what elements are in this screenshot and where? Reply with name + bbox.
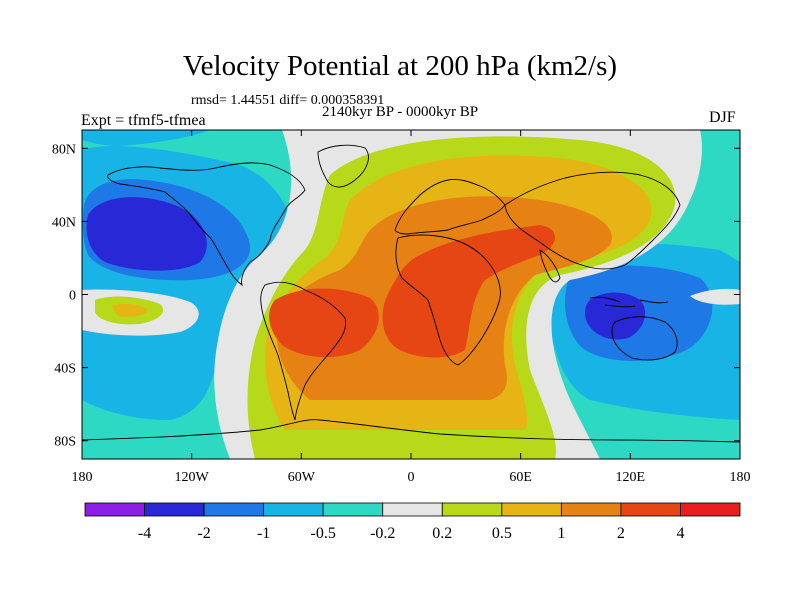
colorbar-swatch bbox=[441, 502, 503, 517]
colorbar-label: 0.2 bbox=[432, 525, 452, 542]
colorbar-label: 0.5 bbox=[492, 525, 512, 542]
colorbar-swatch bbox=[382, 502, 443, 517]
y-tick-label: 80S bbox=[54, 435, 76, 450]
contour-neg-maritime-core bbox=[585, 292, 646, 340]
y-tick-label: 0 bbox=[69, 289, 76, 304]
colorbar-label: 4 bbox=[676, 525, 684, 542]
colorbar-swatch bbox=[84, 502, 145, 517]
colorbar bbox=[84, 502, 741, 517]
coast-indonesia bbox=[589, 296, 669, 308]
axis-tick-labels: 180 120W 60W 0 60E 120E 180 80N 40N 0 40S 80S bbox=[52, 142, 751, 485]
colorbar-swatch bbox=[322, 502, 384, 517]
coast-africa bbox=[395, 234, 501, 366]
colorbar-swatch bbox=[560, 502, 622, 517]
colorbar-swatch bbox=[144, 502, 205, 517]
colorbar-labels: -4 -2 -1 -0.5 -0.2 0.2 0.5 1 2 4 bbox=[138, 525, 685, 542]
contour-neg-north-pacific-core bbox=[86, 197, 207, 271]
y-tick-label: 40S bbox=[54, 362, 76, 377]
colorbar-label: -0.2 bbox=[370, 525, 395, 542]
colorbar-label: 2 bbox=[617, 525, 625, 542]
coast-india bbox=[539, 249, 561, 283]
y-tick-label: 80N bbox=[52, 142, 76, 157]
x-tick-label: 180 bbox=[730, 470, 751, 485]
x-tick-label: 180 bbox=[72, 470, 93, 485]
colorbar-label: -2 bbox=[197, 525, 210, 542]
colorbar-swatch bbox=[501, 502, 562, 517]
coast-antarctica bbox=[82, 419, 740, 443]
colorbar-swatch bbox=[263, 502, 324, 517]
colorbar-swatch bbox=[620, 502, 681, 517]
colorbar-label: -4 bbox=[138, 525, 151, 542]
axis-ticks bbox=[81, 130, 741, 459]
stats-line: rmsd= 1.44551 diff= 0.000358391 bbox=[191, 93, 385, 108]
x-tick-label: 60W bbox=[288, 470, 316, 485]
coast-north-america bbox=[107, 162, 306, 287]
contour-field bbox=[82, 130, 740, 459]
season-label: DJF bbox=[709, 109, 736, 126]
experiment-label: Expt = tfmf5-tfmea bbox=[81, 112, 206, 129]
coast-greenland bbox=[317, 144, 369, 188]
colorbar-label: -0.5 bbox=[311, 525, 336, 542]
contour-neg-arctic-band bbox=[82, 130, 210, 146]
x-tick-label: 60E bbox=[509, 470, 532, 485]
x-tick-label: 0 bbox=[408, 470, 415, 485]
x-tick-label: 120W bbox=[175, 470, 210, 485]
contour-pos-core-south-america bbox=[269, 288, 379, 358]
colorbar-swatch bbox=[203, 502, 265, 517]
colorbar-swatch bbox=[680, 502, 741, 517]
x-tick-label: 120E bbox=[616, 470, 646, 485]
coast-asia bbox=[504, 171, 681, 270]
colorbar-label: -1 bbox=[257, 525, 270, 542]
y-tick-label: 40N bbox=[52, 215, 76, 230]
coastlines bbox=[82, 144, 740, 443]
coast-south-america bbox=[260, 281, 347, 421]
period-label: 2140kyr BP - 0000kyr BP bbox=[322, 104, 479, 120]
contour-pos-core-africa bbox=[382, 225, 555, 358]
colorbar-label: 1 bbox=[557, 525, 565, 542]
coast-australia bbox=[611, 316, 678, 361]
chart-title: Velocity Potential at 200 hPa (km2/s) bbox=[182, 50, 618, 82]
